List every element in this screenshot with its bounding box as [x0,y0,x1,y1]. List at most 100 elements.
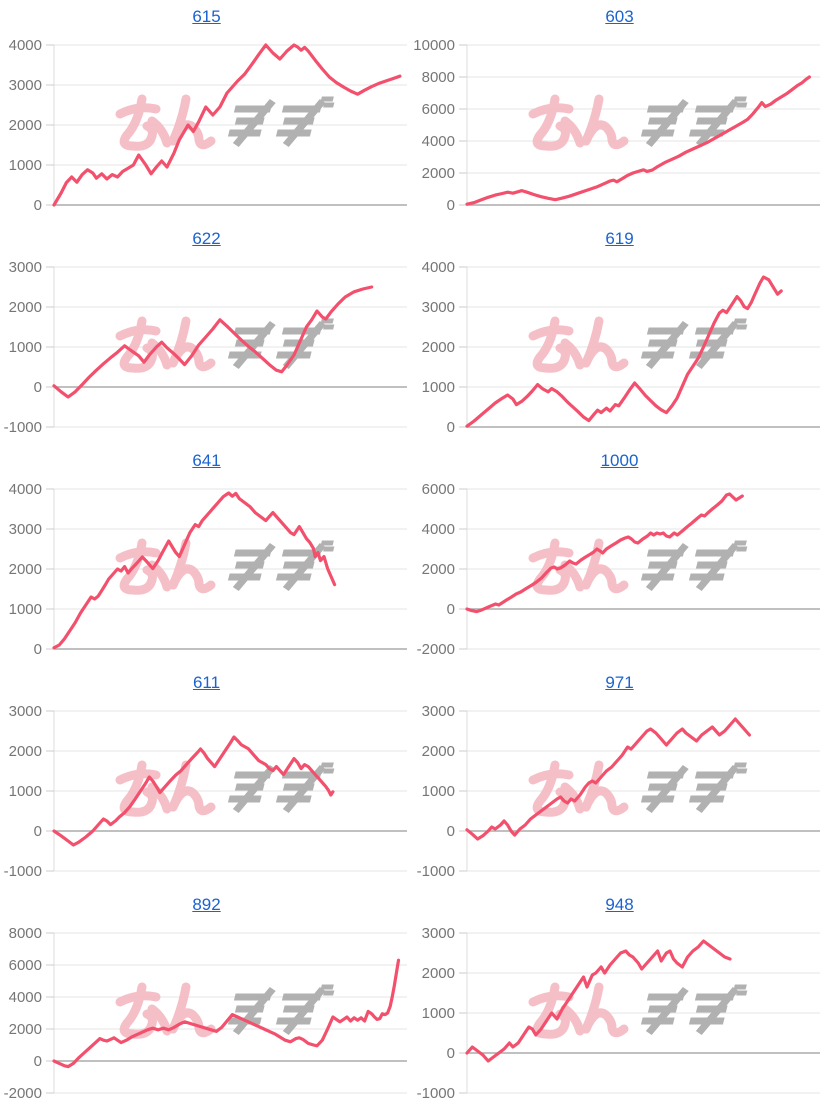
svg-text:3000: 3000 [9,703,42,720]
svg-text:0: 0 [447,419,455,436]
svg-text:0: 0 [34,197,42,214]
series-line [465,939,732,1063]
series-line [465,492,744,614]
y-axis-labels: -2000 0 2000 4000 6000 8000 [4,925,42,1102]
y-axis-labels: -2000 0 2000 4000 6000 [417,481,455,658]
grid-lines [459,44,820,206]
minrepo-watermark [533,765,748,812]
chart-cell: 615 0 1000 2000 3000 4000 [0,0,413,222]
series-line [52,285,374,399]
line-chart-canvas: -2000 0 2000 4000 6000 [417,481,820,658]
y-axis-labels: -1000 0 1000 2000 3000 [4,259,42,436]
svg-text:2000: 2000 [422,339,455,356]
svg-text:4000: 4000 [9,989,42,1006]
chart-title-row: 622 [0,222,413,256]
svg-text:-1000: -1000 [4,863,42,880]
svg-text:8000: 8000 [422,69,455,86]
y-axis-labels: -1000 0 1000 2000 3000 [4,703,42,880]
chart-title-row: 641 [0,444,413,478]
chart-title-link[interactable]: 971 [605,673,634,692]
chart-title-row: 1000 [413,444,826,478]
chart-title-link[interactable]: 619 [605,229,634,248]
chart-title-link[interactable]: 641 [192,451,221,470]
svg-text:2000: 2000 [422,165,455,182]
svg-text:-1000: -1000 [417,863,455,880]
chart-title-link[interactable]: 603 [605,7,634,26]
svg-text:2000: 2000 [422,561,455,578]
svg-text:2000: 2000 [9,743,42,760]
chart-title-link[interactable]: 622 [192,229,221,248]
y-axis-labels: 0 1000 2000 3000 4000 [9,481,42,658]
line-chart-canvas: -1000 0 1000 2000 3000 [4,259,407,436]
svg-text:6000: 6000 [9,957,42,974]
chart-title-row: 619 [413,222,826,256]
grid-lines [46,488,407,650]
svg-text:0: 0 [447,1045,455,1062]
minrepo-watermark [120,765,335,812]
chart-title-link[interactable]: 948 [605,895,634,914]
y-axis-labels: 0 2000 4000 6000 8000 10000 [413,37,455,214]
minrepo-watermark [533,987,748,1034]
svg-text:3000: 3000 [422,703,455,720]
y-axis-labels: -1000 0 1000 2000 3000 [417,703,455,880]
chart-title-link[interactable]: 615 [192,7,221,26]
svg-text:0: 0 [34,823,42,840]
svg-text:-2000: -2000 [417,641,455,658]
line-chart-canvas: -1000 0 1000 2000 3000 [417,925,820,1102]
series-line [465,75,811,206]
svg-text:2000: 2000 [9,117,42,134]
minrepo-watermark [120,99,335,146]
chart-title-link[interactable]: 892 [192,895,221,914]
svg-text:3000: 3000 [9,77,42,94]
chart-title-link[interactable]: 1000 [600,451,639,470]
line-chart-canvas: -1000 0 1000 2000 3000 [417,703,820,880]
svg-text:0: 0 [34,379,42,396]
chart-title-row: 892 [0,888,413,922]
chart-cell: 1000 -2000 0 2000 4000 6000 [413,444,826,666]
series-line [52,491,337,650]
chart-title-link[interactable]: 611 [192,673,221,692]
grid-lines [46,932,407,1094]
series-line [465,717,751,841]
svg-text:4000: 4000 [422,259,455,276]
chart-cell: 619 0 1000 2000 3000 4000 [413,222,826,444]
svg-text:3000: 3000 [9,259,42,276]
series-line [52,735,335,847]
chart-cell: 971 -1000 0 1000 2000 3000 [413,666,826,888]
svg-text:2000: 2000 [9,561,42,578]
line-chart-canvas: -1000 0 1000 2000 3000 [4,703,407,880]
svg-text:1000: 1000 [422,379,455,396]
line-chart-canvas: 0 1000 2000 3000 4000 [9,481,407,658]
svg-text:8000: 8000 [9,925,42,942]
chart-cell: 603 0 2000 4000 6000 8000 10000 [413,0,826,222]
svg-text:1000: 1000 [9,783,42,800]
y-axis-labels: -1000 0 1000 2000 3000 [417,925,455,1102]
line-chart-canvas: 0 2000 4000 6000 8000 10000 [413,37,820,214]
svg-text:4000: 4000 [9,481,42,498]
svg-text:0: 0 [34,1053,42,1070]
line-chart-canvas: -2000 0 2000 4000 6000 8000 [4,925,407,1102]
chart-title-row: 948 [413,888,826,922]
chart-title-row: 611 [0,666,413,700]
grid-lines [46,710,407,872]
minrepo-watermark [533,321,748,368]
svg-text:4000: 4000 [9,37,42,54]
series-line [52,958,401,1069]
svg-text:6000: 6000 [422,101,455,118]
svg-text:1000: 1000 [9,157,42,174]
chart-title-row: 971 [413,666,826,700]
svg-text:-1000: -1000 [417,1085,455,1102]
grid-lines [46,266,407,428]
svg-text:1000: 1000 [9,339,42,356]
svg-text:0: 0 [447,601,455,618]
series-line [465,275,783,428]
svg-text:0: 0 [447,197,455,214]
svg-text:4000: 4000 [422,133,455,150]
svg-text:1000: 1000 [9,601,42,618]
svg-text:3000: 3000 [9,521,42,538]
svg-text:6000: 6000 [422,481,455,498]
grid-lines [459,710,820,872]
grid-lines [459,488,820,650]
chart-cell: 611 -1000 0 1000 2000 3000 [0,666,413,888]
